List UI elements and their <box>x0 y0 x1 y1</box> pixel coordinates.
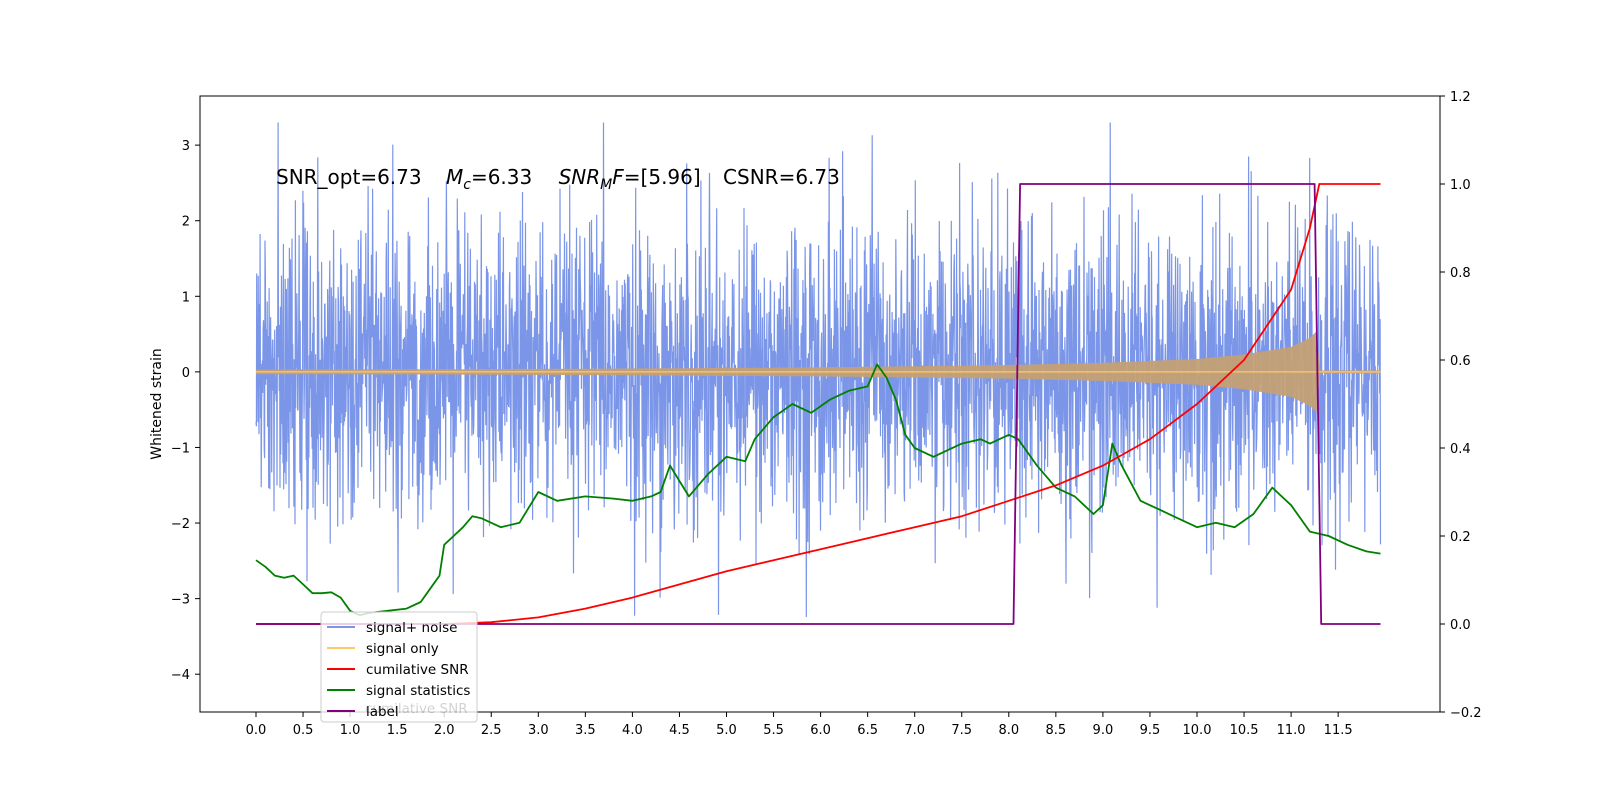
y-left-tick-label: −3 <box>171 593 190 608</box>
x-tick-label: 4.5 <box>669 723 690 738</box>
mc-subscript: c <box>463 177 471 193</box>
y-left-tick-label: −1 <box>171 441 190 456</box>
y-axis-right-ticks: 1.2 1.0 0.8 0.6 0.4 0.2 0.0 −0.2 <box>1440 90 1482 721</box>
x-tick-label: 3.0 <box>528 723 549 738</box>
x-axis-ticks: 0.0 0.5 1.0 1.5 2.0 2.5 3.0 3.5 4.0 4.5 5.0 5.5 6.0 6… <box>246 712 1353 738</box>
x-tick-label: 5.5 <box>763 723 784 738</box>
x-tick-label: 8.0 <box>998 723 1019 738</box>
y-right-tick-label: 1.0 <box>1450 178 1471 193</box>
y-left-tick-label: 0 <box>182 366 190 381</box>
csnr-text: CSNR=6.73 <box>723 165 840 189</box>
snr-annotation: SNR_opt=6.73 Mc=6.33 SNRMF=[5.96] CSNR=6… <box>276 165 840 193</box>
x-tick-label: 3.5 <box>575 723 596 738</box>
x-tick-label: 6.0 <box>810 723 831 738</box>
y-right-tick-label: 0.2 <box>1450 530 1471 545</box>
legend-label: signal only <box>366 641 439 657</box>
series-signal-only <box>256 331 1381 413</box>
x-tick-label: 0.5 <box>293 723 314 738</box>
signal-noise-line <box>255 122 1382 618</box>
snrmf-f: F <box>612 165 624 189</box>
x-tick-label: 4.0 <box>622 723 643 738</box>
series-label <box>256 183 1381 625</box>
series-signal-noise <box>255 122 1382 618</box>
legend-label: label <box>366 704 399 720</box>
x-tick-label: 2.5 <box>481 723 502 738</box>
y-right-tick-label: 0.6 <box>1450 354 1471 369</box>
x-tick-label: 9.5 <box>1140 723 1161 738</box>
y-right-tick-label: 0.8 <box>1450 266 1471 281</box>
y-left-tick-label: 1 <box>182 290 190 305</box>
x-tick-label: 11.5 <box>1324 723 1353 738</box>
y-right-tick-label: 1.2 <box>1450 90 1471 105</box>
legend-box <box>320 611 478 723</box>
legend-label: cumilative SNR <box>366 662 469 678</box>
y-right-tick-label: 0.4 <box>1450 442 1471 457</box>
y-left-tick-label: 2 <box>182 215 190 230</box>
axes-frame <box>199 95 1441 713</box>
x-tick-label: 7.5 <box>951 723 972 738</box>
y-right-tick-label: 0.0 <box>1450 618 1471 633</box>
x-tick-label: 1.0 <box>340 723 361 738</box>
x-tick-label: 8.5 <box>1046 723 1067 738</box>
legend: cumilative SNR signal+ noise signal only c… <box>320 611 478 723</box>
mc-symbol: M <box>446 165 463 189</box>
legend-label: signal+ noise <box>366 620 457 636</box>
x-tick-label: 2.0 <box>434 723 455 738</box>
legend-obscured-text: cumilative SNR <box>365 701 468 717</box>
y-left-tick-label: 3 <box>182 139 190 154</box>
y-left-tick-label: −2 <box>171 517 190 532</box>
x-tick-label: 10.5 <box>1230 723 1259 738</box>
y-axis-label: Whitened strain <box>149 348 165 459</box>
legend-items: signal+ noise signal only cumilative SNR si… <box>327 620 470 720</box>
snr-opt-text: SNR_opt=6.73 <box>276 165 422 189</box>
series-cumulative-snr <box>256 183 1381 625</box>
y-right-tick-label: −0.2 <box>1450 706 1482 721</box>
x-tick-label: 1.5 <box>387 723 408 738</box>
y-left-tick-label: −4 <box>171 668 190 683</box>
snrmf-subscript: M <box>600 177 612 193</box>
x-tick-label: 6.5 <box>857 723 878 738</box>
x-tick-label: 0.0 <box>246 723 267 738</box>
x-tick-label: 7.0 <box>904 723 925 738</box>
x-tick-label: 10.0 <box>1183 723 1212 738</box>
mc-value: =6.33 <box>471 165 532 189</box>
x-tick-label: 11.0 <box>1277 723 1306 738</box>
y-axis-left-ticks: 3 2 1 0 −1 −2 −3 −4 <box>171 139 200 683</box>
snrmf-value: =[5.96] <box>624 165 701 189</box>
x-tick-label: 5.0 <box>716 723 737 738</box>
snrmf-symbol: SNR <box>559 165 601 189</box>
legend-label: signal statistics <box>366 683 470 699</box>
x-tick-label: 9.0 <box>1093 723 1114 738</box>
